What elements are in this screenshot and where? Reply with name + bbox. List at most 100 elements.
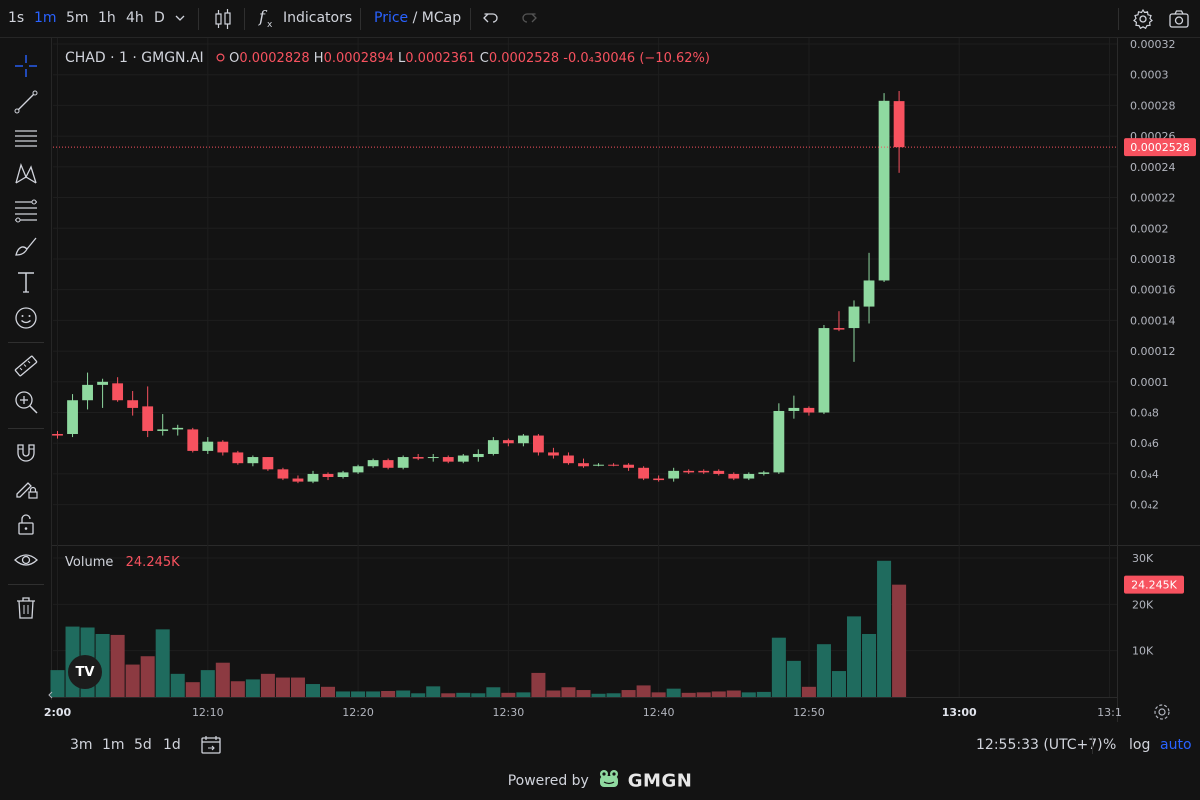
price-axis[interactable]: 0.000320.00030.000280.000260.000240.0002… (1124, 38, 1196, 512)
date-range-calendar-icon[interactable] (200, 734, 222, 760)
volume-bar (636, 685, 651, 697)
volume-bar (381, 690, 396, 697)
candle-body (352, 466, 364, 473)
candle-body (97, 381, 109, 385)
price-mcap-toggle[interactable]: Price / MCap (374, 10, 461, 26)
tool-divider (8, 342, 44, 343)
volume-bar (125, 664, 140, 697)
zoom-in-icon[interactable] (10, 388, 42, 416)
candle-body (833, 328, 845, 330)
volume-bar (591, 693, 606, 697)
candle-body (442, 457, 454, 462)
volume-bar (155, 629, 170, 697)
volume-bar (245, 679, 260, 697)
interval-d[interactable]: D (154, 10, 165, 26)
interval-5m[interactable]: 5m (66, 10, 89, 26)
price-toggle-label: Price (374, 10, 409, 26)
volume-bar (471, 693, 486, 697)
hide-eye-icon[interactable] (10, 546, 42, 574)
volume-bar (441, 693, 456, 697)
candle-body (878, 100, 890, 281)
current-volume-badge (1124, 575, 1184, 594)
candle-style-icon[interactable] (212, 8, 234, 34)
percent-scale-toggle[interactable]: % (1103, 737, 1117, 753)
emoji-tool-icon[interactable] (10, 304, 42, 332)
lock-drawing-pencil-icon[interactable] (10, 474, 42, 502)
interval-1s[interactable]: 1s (8, 10, 25, 26)
range-5d[interactable]: 5d (134, 737, 152, 753)
clock-timezone[interactable]: 12:55:33 (UTC+7) (976, 737, 1103, 753)
current-price-label: 0.0002528 (1130, 141, 1190, 154)
interval-1m[interactable]: 1m (34, 10, 57, 26)
trend-line-tool-icon[interactable] (10, 88, 42, 116)
volume-bar (756, 691, 771, 697)
volume-bar (726, 690, 741, 697)
volume-tick-label: 30K (1132, 552, 1154, 565)
volume-bar (666, 688, 681, 697)
price-tick-label: 0.00032 (1130, 38, 1176, 51)
interval-1h[interactable]: 1h (98, 10, 116, 26)
volume-bar (486, 687, 501, 697)
volume-bar (456, 692, 471, 697)
candle-body (412, 457, 424, 459)
gear-center (1158, 708, 1166, 716)
candle-body (457, 455, 469, 462)
range-3m[interactable]: 3m (70, 737, 93, 753)
range-1m[interactable]: 1m (102, 737, 125, 753)
volume-bar (200, 670, 215, 697)
redo-icon[interactable] (520, 9, 538, 31)
time-axis-settings-gear-icon[interactable] (1154, 704, 1170, 720)
time-axis[interactable]: 2:00 12:10 12:20 12:30 12:40 12:50 13:00 13:1 (44, 704, 1170, 720)
pattern-tool-icon[interactable] (10, 160, 42, 188)
interval-4h[interactable]: 4h (126, 10, 144, 26)
candle-body (427, 457, 439, 459)
mcap-toggle-label: MCap (421, 10, 462, 26)
volume-axis[interactable]: 30K 20K 10K 24.245K (1124, 552, 1184, 658)
settings-gear-icon[interactable] (1132, 8, 1154, 34)
ruler-measure-tool-icon[interactable] (10, 352, 42, 380)
fib-retracement-tool-icon[interactable] (10, 196, 42, 224)
volume-bar (501, 692, 516, 697)
undo-icon[interactable] (482, 9, 500, 31)
text-tool-icon[interactable] (10, 268, 42, 296)
volume-bar (411, 693, 426, 697)
volume-bar (771, 637, 786, 697)
range-1d[interactable]: 1d (163, 737, 181, 753)
gmgn-frog-logo-icon (597, 768, 621, 794)
candle-body (277, 469, 289, 479)
candle-body (668, 470, 680, 479)
symbol-title[interactable]: CHAD · 1 · GMGN.AI (65, 50, 204, 66)
crosshair-tool-icon[interactable] (10, 52, 42, 80)
horizontal-lines-tool-icon[interactable] (10, 124, 42, 152)
volume-legend: Volume 24.245K (65, 555, 180, 570)
trash-icon[interactable] (10, 594, 42, 622)
price-tick-label: 0.0002 (1130, 222, 1169, 235)
volume-label: Volume (65, 555, 114, 570)
interval-dropdown-chevron-icon[interactable] (174, 9, 186, 31)
price-tick-label: 0.00028 (1130, 99, 1176, 112)
candle-body (533, 435, 544, 453)
volume-bar (816, 644, 831, 697)
volume-tick-label: 20K (1132, 598, 1154, 611)
change-value: -0.0₄30046 (−10.62%) (563, 51, 710, 66)
log-scale-toggle[interactable]: log (1129, 737, 1151, 753)
candle-body (172, 427, 184, 430)
tool-divider (8, 584, 44, 585)
magnet-icon[interactable] (10, 438, 42, 466)
candle-body (623, 464, 634, 468)
screenshot-camera-icon[interactable] (1168, 8, 1190, 34)
brush-tool-icon[interactable] (10, 232, 42, 260)
current-price-badge (1124, 138, 1196, 157)
candle-body (713, 470, 725, 474)
indicators-button[interactable]: Indicators (283, 10, 353, 26)
footer: Powered by GMGN (0, 768, 1200, 796)
candle-body (638, 467, 650, 479)
auto-scale-toggle[interactable]: auto (1160, 737, 1192, 753)
volume-bar (651, 692, 666, 697)
lock-icon[interactable] (10, 510, 42, 538)
open-value: 0.0002828 (239, 51, 310, 66)
price-chart[interactable]: 0.000320.00030.000280.000260.000240.0002… (0, 0, 1200, 730)
candle-body (52, 434, 63, 436)
tradingview-logo[interactable]: TV (68, 655, 102, 689)
